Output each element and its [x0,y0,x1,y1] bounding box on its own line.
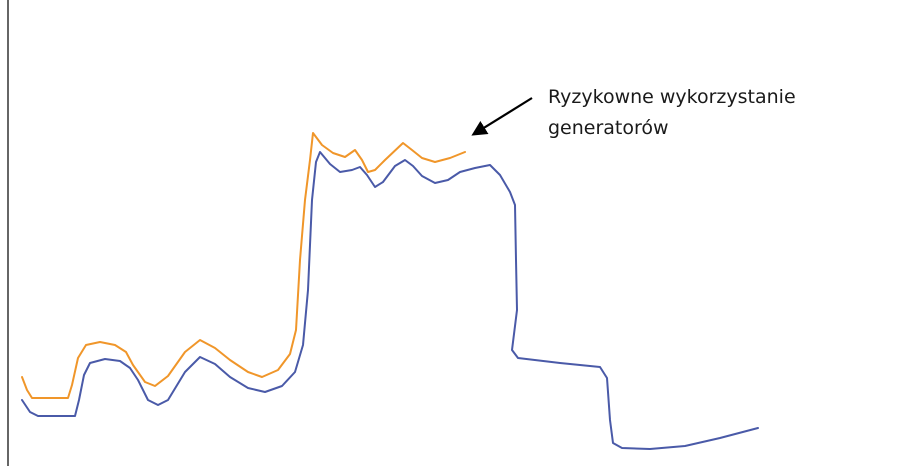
annotation-text: generatorów [548,117,669,139]
annotation-arrow [471,97,533,136]
orange-curve [21,132,466,399]
blue-curve [21,151,759,450]
annotation-text: Ryzykowne wykorzystanie [548,86,796,108]
